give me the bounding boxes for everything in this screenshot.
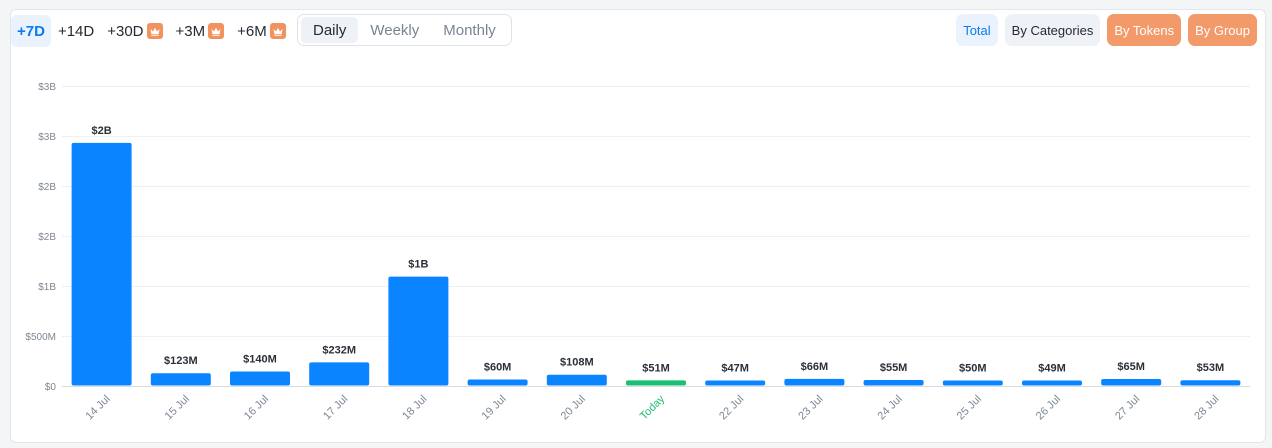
x-tick-label: 20 Jul (559, 393, 588, 422)
x-tick-label: 14 Jul (83, 393, 112, 422)
bar (230, 371, 290, 386)
view-total-button[interactable]: Total (956, 14, 998, 46)
x-tick-label: 17 Jul (321, 393, 350, 422)
range-7d[interactable]: +7D (11, 15, 51, 47)
data-label: $51M (642, 362, 670, 374)
tab-daily[interactable]: Daily (301, 17, 359, 43)
y-tick-label: $3B (38, 82, 56, 93)
bar (1180, 380, 1241, 386)
data-label: $53M (1197, 362, 1225, 374)
data-label: $65M (1117, 361, 1145, 373)
y-tick-label: $0 (45, 382, 57, 393)
bar (784, 378, 845, 386)
x-tick-label: Today (638, 393, 668, 423)
x-tick-label: 15 Jul (163, 393, 192, 422)
bar (863, 380, 924, 386)
bar (942, 380, 1003, 386)
bar (626, 380, 686, 386)
data-label: $66M (801, 361, 829, 373)
range-3m[interactable]: +3M (170, 15, 231, 47)
bar (705, 380, 766, 386)
range-label: +7D (17, 22, 45, 40)
bar (150, 373, 211, 386)
x-tick-label: 25 Jul (955, 393, 984, 422)
data-label: $50M (959, 363, 987, 375)
tab-label: Daily (313, 21, 347, 39)
y-tick-label: $2B (38, 232, 56, 243)
data-label: $232M (322, 344, 356, 356)
y-tick-label: $2B (38, 182, 56, 193)
granularity-toggle: Daily Weekly Monthly (297, 14, 512, 46)
range-label: +30D (107, 22, 144, 40)
crown-icon (208, 23, 225, 39)
data-label: $140M (243, 354, 277, 366)
range-label: +14D (57, 22, 95, 40)
data-label: $49M (1038, 363, 1066, 375)
x-tick-label: 24 Jul (875, 393, 904, 422)
data-label: $1B (408, 259, 428, 271)
tab-label: Monthly (443, 21, 496, 39)
range-selector: +7D +14D +30D +3M +6M (11, 15, 293, 47)
bar (71, 142, 132, 386)
x-tick-label: 19 Jul (479, 393, 508, 422)
range-label: +6M (237, 22, 267, 40)
data-label: $2B (92, 125, 112, 137)
crown-icon (146, 23, 163, 39)
x-tick-label: 22 Jul (717, 393, 746, 422)
x-tick-label: 18 Jul (400, 393, 429, 422)
tab-monthly[interactable]: Monthly (431, 17, 508, 43)
range-label: +3M (175, 22, 206, 40)
data-label: $123M (164, 355, 198, 367)
y-tick-label: $500M (25, 332, 56, 343)
x-tick-label: 16 Jul (242, 393, 271, 422)
x-tick-label: 23 Jul (796, 393, 825, 422)
bar (546, 374, 607, 386)
y-tick-label: $3B (38, 132, 56, 143)
bar (309, 362, 370, 386)
x-tick-label: 28 Jul (1192, 393, 1221, 422)
range-6m[interactable]: +6M (231, 15, 292, 47)
data-label: $108M (560, 357, 594, 369)
view-selector: Total By Categories By Tokens By Group (949, 14, 1257, 46)
chart-card (10, 9, 1266, 443)
data-label: $60M (484, 362, 512, 374)
bar (1022, 380, 1082, 386)
x-tick-label: 26 Jul (1034, 393, 1063, 422)
view-by-categories-button[interactable]: By Categories (1004, 14, 1101, 46)
data-label: $55M (880, 362, 908, 374)
crown-icon (269, 23, 286, 39)
tab-weekly[interactable]: Weekly (358, 17, 431, 43)
y-tick-label: $1B (38, 282, 56, 293)
bar (1101, 379, 1162, 386)
data-label: $47M (721, 363, 749, 375)
bar (388, 276, 449, 386)
view-by-tokens-button[interactable]: By Tokens (1107, 14, 1182, 46)
tab-label: Weekly (370, 21, 420, 39)
range-30d[interactable]: +30D (101, 15, 168, 47)
bar (467, 379, 528, 386)
x-tick-label: 27 Jul (1113, 393, 1142, 422)
range-14d[interactable]: +14D (52, 15, 100, 47)
view-by-group-button[interactable]: By Group (1188, 14, 1257, 46)
